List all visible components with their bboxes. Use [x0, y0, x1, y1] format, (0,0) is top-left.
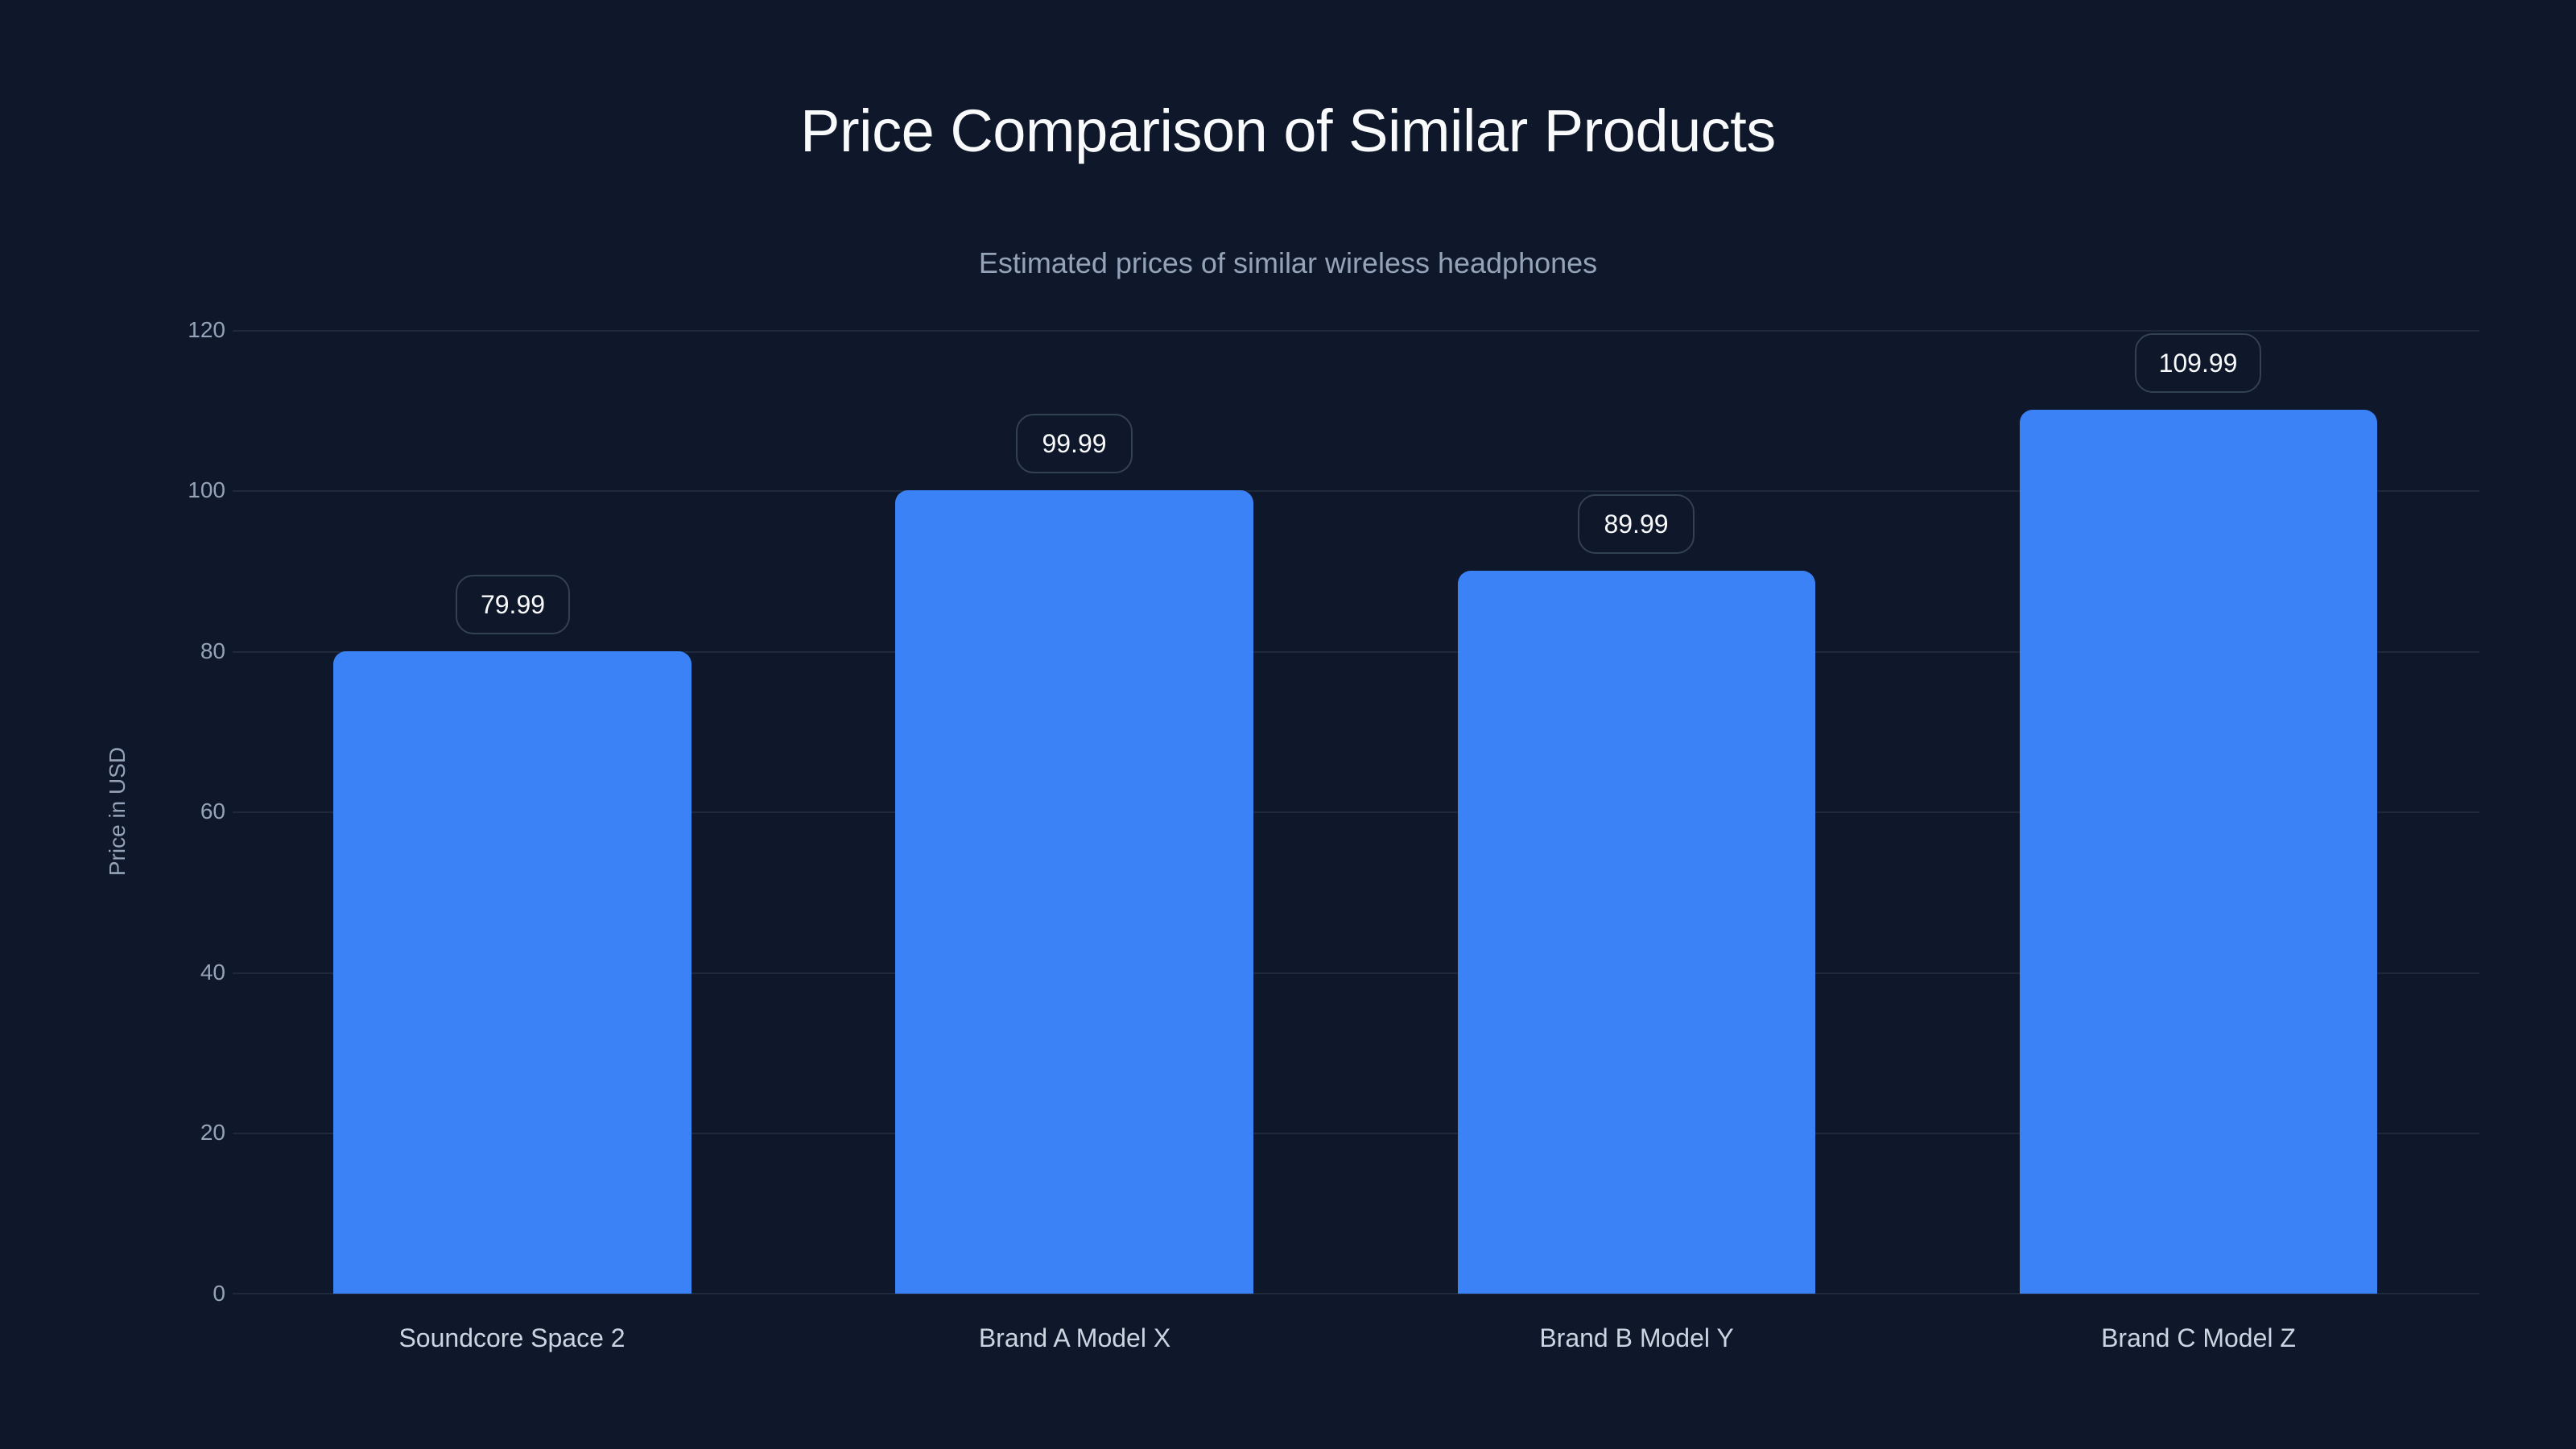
- value-label-brand-b-model-y: 89.99: [1578, 494, 1695, 554]
- y-tick-100: 100: [188, 477, 225, 502]
- value-label-brand-c-model-z: 109.99: [2135, 333, 2261, 393]
- x-tick-brand-b-model-y: Brand B Model Y: [1539, 1323, 1734, 1352]
- bar-brand-b-model-y[interactable]: [1458, 571, 1815, 1294]
- bar-brand-a-model-x[interactable]: [895, 490, 1253, 1294]
- gridline-60: [233, 811, 2479, 813]
- gridline-80: [233, 651, 2479, 653]
- chart-subtitle: Estimated prices of similar wireless hea…: [978, 246, 1598, 279]
- gridline-120: [233, 330, 2479, 332]
- x-tick-brand-a-model-x: Brand A Model X: [978, 1323, 1171, 1352]
- y-tick-60: 60: [200, 799, 225, 824]
- x-tick-soundcore-space-2: Soundcore Space 2: [398, 1323, 625, 1352]
- x-tick-brand-c-model-z: Brand C Model Z: [2101, 1323, 2296, 1352]
- y-axis-label: Price in USD: [105, 746, 130, 877]
- y-tick-40: 40: [200, 960, 225, 985]
- chart-title: Price Comparison of Similar Products: [800, 97, 1776, 164]
- bar-soundcore-space-2[interactable]: [333, 651, 691, 1294]
- value-label-soundcore-space-2: 79.99: [456, 575, 570, 634]
- gridline-100: [233, 490, 2479, 492]
- value-label-brand-a-model-x: 99.99: [1016, 414, 1133, 473]
- y-tick-120: 120: [188, 317, 225, 342]
- gridline-0: [233, 1293, 2479, 1294]
- gridline-40: [233, 972, 2479, 974]
- y-tick-0: 0: [213, 1281, 225, 1306]
- y-tick-80: 80: [200, 638, 225, 663]
- bar-brand-c-model-z[interactable]: [2020, 410, 2377, 1294]
- plot-area: [233, 330, 2479, 1294]
- y-tick-20: 20: [200, 1120, 225, 1145]
- gridline-20: [233, 1133, 2479, 1134]
